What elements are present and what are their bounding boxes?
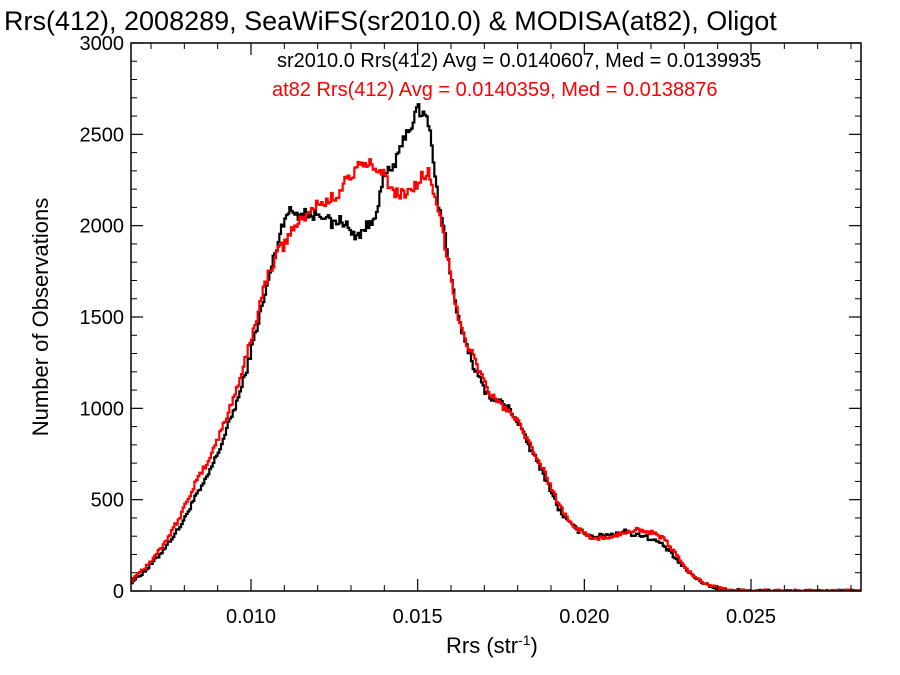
series-line-at82: [131, 158, 861, 591]
tick-labels: 0.010 0.015 0.020 0.025 0 500 1000 1500 2000 2500…: [80, 33, 777, 628]
plot-frame: [130, 42, 862, 592]
x-axis-label-end: ): [531, 633, 538, 658]
x-axis-label-main: Rrs (str: [446, 633, 518, 658]
x-tick-label-0-010: 0.010: [226, 606, 276, 628]
legend-entry-at82: at82 Rrs(412) Avg = 0.0140359, Med = 0.0…: [272, 79, 718, 101]
y-tick-label-2500: 2500: [80, 124, 125, 146]
y-axis-label: Number of Observations: [28, 198, 53, 436]
series-line-sr2010: [131, 103, 861, 591]
y-tick-label-1500: 1500: [80, 307, 125, 329]
chart-title: Rrs(412), 2008289, SeaWiFS(sr2010.0) & M…: [4, 6, 777, 36]
x-tick-label-0-025: 0.025: [726, 606, 776, 628]
x-tick-label-0-020: 0.020: [559, 606, 609, 628]
y-tick-label-1000: 1000: [80, 398, 125, 420]
y-tick-label-500: 500: [91, 490, 124, 512]
y-tick-label-2000: 2000: [80, 216, 125, 238]
y-tick-label-0: 0: [113, 581, 124, 603]
axis-ticks: [131, 42, 861, 592]
x-axis-label-superscript: -1: [518, 632, 531, 648]
series-group: [131, 103, 861, 591]
y-tick-label-3000: 3000: [80, 33, 125, 55]
legend-entry-sr2010: sr2010.0 Rrs(412) Avg = 0.0140607, Med =…: [277, 50, 761, 72]
x-axis-label: Rrs (str-1): [446, 632, 538, 658]
x-tick-label-0-015: 0.015: [393, 606, 443, 628]
